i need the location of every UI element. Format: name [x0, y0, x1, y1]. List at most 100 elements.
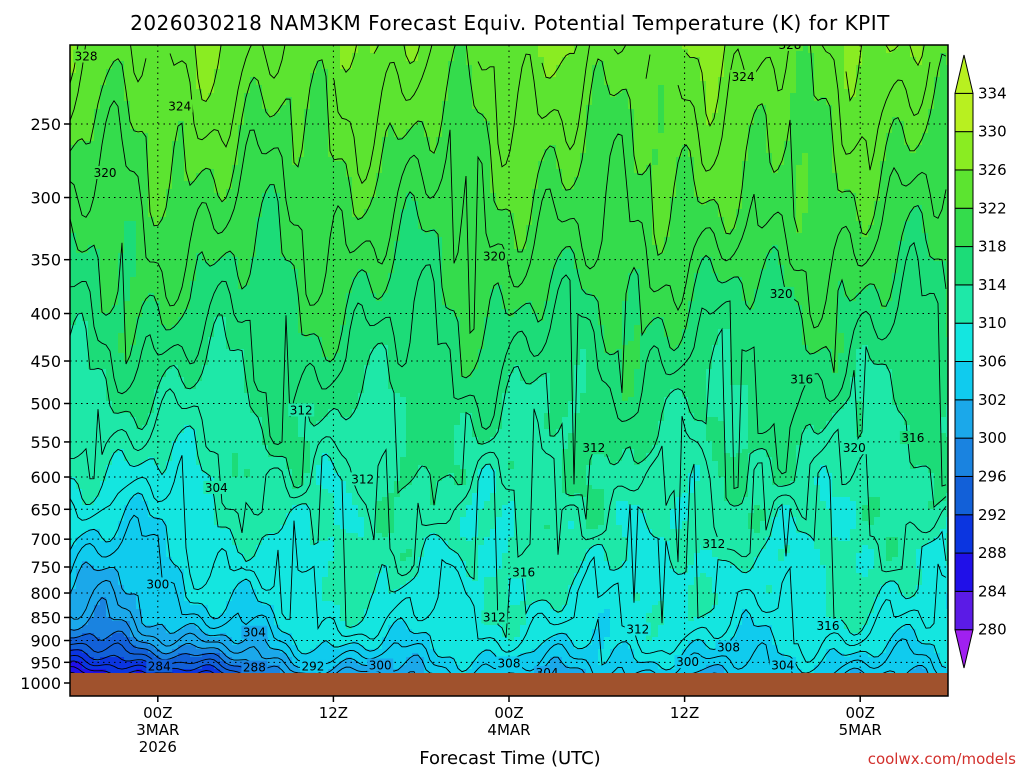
contour-label: 312	[582, 441, 605, 455]
contour-line	[70, 455, 947, 663]
contour-label: 312	[483, 610, 506, 624]
contour-label-bg	[715, 640, 742, 654]
contour-label-bg	[580, 441, 607, 455]
contour-label: 292	[301, 659, 324, 673]
colorbar-segment	[954, 552, 974, 592]
contour-label: 324	[168, 100, 191, 114]
contour-label: 288	[243, 661, 266, 675]
contour-label: 300	[369, 659, 392, 673]
contour-label-bg	[349, 472, 376, 486]
x-tick-label: 2026	[139, 738, 177, 756]
colorbar-segment	[954, 92, 974, 133]
contour-label: 312	[626, 623, 649, 637]
x-tick-label: 00Z	[494, 704, 523, 722]
contour-label: 312	[351, 472, 374, 486]
y-tick-label: 750	[30, 558, 61, 577]
contour-label-bg	[768, 286, 795, 300]
colorbar-label: 306	[978, 353, 1007, 371]
contour-label: 308	[498, 656, 521, 670]
x-tick-label: 12Z	[670, 704, 699, 722]
colorbar-segment	[954, 54, 974, 94]
contour-label: 304	[205, 481, 228, 495]
contour-label: 312	[702, 537, 725, 551]
colorbar-label: 280	[978, 621, 1007, 639]
colorbar-segment	[954, 361, 974, 401]
contour-label-bg	[788, 372, 815, 386]
colorbar-segment	[954, 169, 974, 209]
contour-label: 300	[146, 577, 169, 591]
contour-label-bg	[674, 655, 701, 669]
colorbar-segment	[954, 437, 974, 477]
y-tick-label: 1000	[20, 674, 61, 693]
colorbar-label: 314	[978, 276, 1007, 294]
contour-label: 328	[779, 38, 802, 52]
colorbar-label: 296	[978, 467, 1007, 485]
y-tick-label: 350	[30, 251, 61, 270]
contour-label-bg	[92, 165, 119, 179]
y-tick-label: 650	[30, 500, 61, 519]
contour-label-bg	[73, 49, 100, 63]
contour-label-bg	[481, 610, 508, 624]
y-tick-label: 250	[30, 115, 61, 134]
chart-title: 2026030218 NAM3KM Forecast Equiv. Potent…	[130, 11, 890, 35]
y-tick-label: 900	[30, 632, 61, 651]
colorbar-label: 292	[978, 506, 1007, 524]
contour-line	[70, 425, 947, 638]
contour-label-bg	[700, 536, 727, 550]
y-tick-label: 700	[30, 530, 61, 549]
contour-label: 316	[901, 431, 924, 445]
y-tick-label: 850	[30, 608, 61, 627]
contour-label-bg	[241, 660, 268, 674]
contour-label: 328	[75, 50, 98, 64]
credit-text: coolwx.com/models	[868, 750, 1016, 768]
contour-label: 316	[817, 619, 840, 633]
contour-line	[70, 241, 947, 490]
y-tick-label: 300	[30, 189, 61, 208]
colorbar-label: 318	[978, 238, 1007, 256]
colorbar-label: 300	[978, 429, 1007, 447]
contour-label-bg	[146, 659, 173, 673]
contour-line	[70, 45, 925, 127]
contour-label: 308	[717, 641, 740, 655]
x-tick-label: 4MAR	[487, 721, 530, 739]
grid-lines	[70, 45, 948, 684]
contour-line	[70, 45, 931, 185]
contour-label: 284	[148, 659, 171, 673]
contour-label-bg	[624, 622, 651, 636]
colorbar-segment	[954, 322, 974, 362]
x-tick-label: 00Z	[143, 704, 172, 722]
colorbar: 280 284 288 292 296 300 302 306 310 314 318 322 326 3…	[954, 54, 1007, 669]
y-tick-label: 400	[30, 305, 61, 324]
x-tick-label: 12Z	[319, 704, 348, 722]
x-axis-label: Forecast Time (UTC)	[419, 748, 600, 768]
theta-e-field	[70, 45, 948, 674]
contour-label: 304	[771, 659, 794, 673]
contour-label-bg	[144, 577, 171, 591]
colorbar-segment	[954, 207, 974, 248]
contour-label-bg	[299, 659, 326, 673]
contour-labels: 328 328 324 324 320 320 320 320 316 316 316 316 312 3…	[73, 38, 926, 680]
colorbar-label: 284	[978, 582, 1007, 600]
contour-label-bg	[288, 403, 315, 417]
contour-label-bg	[841, 441, 868, 455]
contour-label-bg	[769, 658, 796, 672]
colorbar-label: 330	[978, 123, 1007, 141]
colorbar-segment	[954, 284, 974, 324]
y-tick-label: 600	[30, 468, 61, 487]
y-tick-label: 450	[30, 352, 61, 371]
contour-label-bg	[776, 45, 803, 51]
y-axis: 250 300 350 400 450 500 550 600 650 700 750 800 850 9…	[20, 115, 70, 693]
contour-label-bg	[730, 69, 757, 83]
x-tick-label: 5MAR	[839, 721, 882, 739]
colorbar-segment	[954, 629, 974, 669]
colorbar-label: 334	[978, 84, 1007, 102]
contour-label: 312	[290, 403, 313, 417]
surface-fill	[70, 673, 948, 696]
y-tick-label: 550	[30, 433, 61, 452]
contour-label-bg	[481, 249, 508, 263]
contour-label-bg	[815, 618, 842, 632]
contour-label: 304	[243, 626, 266, 640]
y-tick-label: 500	[30, 395, 61, 414]
colorbar-segment	[954, 475, 974, 516]
